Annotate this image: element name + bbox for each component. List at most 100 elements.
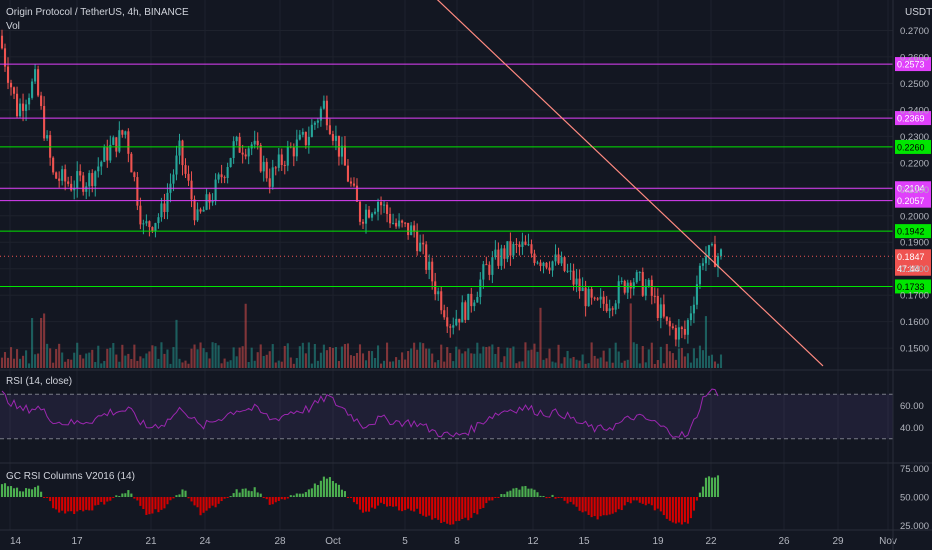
candle-body[interactable]	[304, 131, 307, 146]
candle-body[interactable]	[64, 169, 67, 182]
trend-line[interactable]	[428, 0, 824, 367]
candle-body[interactable]	[500, 248, 503, 266]
candle-body[interactable]	[530, 244, 533, 254]
candle-body[interactable]	[160, 203, 163, 218]
candle-body[interactable]	[34, 69, 37, 82]
candle-body[interactable]	[361, 221, 365, 224]
candle-body[interactable]	[193, 199, 196, 221]
candle-body[interactable]	[539, 262, 542, 267]
candle-body[interactable]	[641, 272, 644, 296]
candle-body[interactable]	[196, 209, 199, 221]
candle-body[interactable]	[638, 272, 641, 274]
candle-body[interactable]	[142, 223, 145, 225]
candle-body[interactable]	[524, 241, 527, 245]
candle-body[interactable]	[355, 185, 359, 202]
candle-body[interactable]	[184, 165, 187, 174]
candle-body[interactable]	[563, 257, 566, 271]
candle-body[interactable]	[602, 296, 605, 304]
candle-body[interactable]	[626, 282, 629, 293]
candle-body[interactable]	[701, 263, 704, 266]
candle-body[interactable]	[376, 201, 380, 212]
candle-body[interactable]	[0, 35, 4, 49]
candle-body[interactable]	[208, 194, 211, 203]
candle-body[interactable]	[494, 249, 497, 258]
candle-body[interactable]	[557, 254, 560, 264]
candle-body[interactable]	[422, 242, 425, 245]
candle-body[interactable]	[15, 93, 19, 117]
candle-body[interactable]	[683, 329, 686, 335]
candle-body[interactable]	[325, 100, 328, 126]
candle-body[interactable]	[548, 267, 551, 271]
candle-body[interactable]	[301, 131, 304, 135]
rsi-pane[interactable]	[0, 388, 893, 440]
candle-body[interactable]	[587, 288, 590, 307]
candle-body[interactable]	[659, 304, 662, 319]
candle-body[interactable]	[211, 200, 214, 203]
candle-body[interactable]	[298, 134, 301, 140]
candle-body[interactable]	[121, 130, 124, 135]
candle-body[interactable]	[46, 135, 49, 139]
candle-body[interactable]	[190, 180, 193, 200]
candle-body[interactable]	[283, 164, 286, 166]
candle-body[interactable]	[716, 256, 720, 268]
candle-body[interactable]	[12, 87, 16, 94]
candle-body[interactable]	[428, 261, 431, 270]
candle-body[interactable]	[464, 302, 467, 320]
candle-body[interactable]	[70, 183, 73, 191]
candle-body[interactable]	[229, 158, 232, 167]
candle-body[interactable]	[707, 245, 711, 257]
candle-body[interactable]	[274, 167, 277, 169]
candle-body[interactable]	[271, 167, 274, 187]
candle-body[interactable]	[292, 147, 295, 157]
candle-body[interactable]	[506, 241, 509, 259]
candle-body[interactable]	[241, 152, 244, 155]
candle-body[interactable]	[632, 282, 635, 289]
candle-body[interactable]	[22, 103, 25, 111]
horizontal-levels[interactable]: 0.2573 0.2369 0.2260 0.2104 0.2057 0.1942 0.17…	[0, 57, 931, 294]
candle-body[interactable]	[166, 192, 169, 213]
candle-body[interactable]	[277, 154, 280, 168]
candle-body[interactable]	[100, 161, 103, 167]
candle-body[interactable]	[509, 241, 512, 256]
candle-body[interactable]	[352, 183, 356, 186]
candle-body[interactable]	[482, 264, 485, 280]
candle-body[interactable]	[61, 169, 64, 181]
candle-body[interactable]	[593, 297, 596, 299]
candle-body[interactable]	[437, 291, 440, 295]
candle-body[interactable]	[124, 131, 127, 135]
candle-body[interactable]	[79, 171, 82, 176]
candle-body[interactable]	[157, 217, 160, 224]
candle-body[interactable]	[223, 177, 226, 179]
candle-body[interactable]	[542, 262, 545, 267]
candle-body[interactable]	[25, 104, 28, 111]
candle-body[interactable]	[449, 326, 452, 328]
candle-body[interactable]	[392, 222, 395, 224]
candle-body[interactable]	[238, 136, 241, 153]
candle-body[interactable]	[629, 282, 632, 289]
candle-body[interactable]	[389, 213, 392, 224]
candle-body[interactable]	[527, 244, 530, 246]
candle-body[interactable]	[319, 108, 322, 121]
rsi-line[interactable]	[1, 388, 719, 438]
candle-body[interactable]	[76, 171, 79, 189]
candle-body[interactable]	[650, 279, 653, 296]
candle-body[interactable]	[407, 222, 410, 236]
candle-body[interactable]	[73, 188, 76, 191]
candle-body[interactable]	[521, 241, 524, 247]
candle-body[interactable]	[578, 278, 581, 292]
candle-body[interactable]	[653, 295, 656, 297]
candle-body[interactable]	[674, 327, 677, 340]
candle-body[interactable]	[401, 220, 404, 223]
candle-body[interactable]	[467, 293, 470, 320]
candle-body[interactable]	[220, 174, 223, 178]
candle-body[interactable]	[452, 325, 455, 328]
candle-body[interactable]	[232, 141, 235, 159]
candle-body[interactable]	[413, 225, 416, 232]
candle-body[interactable]	[491, 257, 494, 275]
candle-body[interactable]	[115, 137, 118, 152]
candle-body[interactable]	[145, 221, 148, 224]
candle-body[interactable]	[178, 140, 181, 156]
candle-body[interactable]	[214, 179, 217, 201]
candle-body[interactable]	[94, 171, 97, 187]
